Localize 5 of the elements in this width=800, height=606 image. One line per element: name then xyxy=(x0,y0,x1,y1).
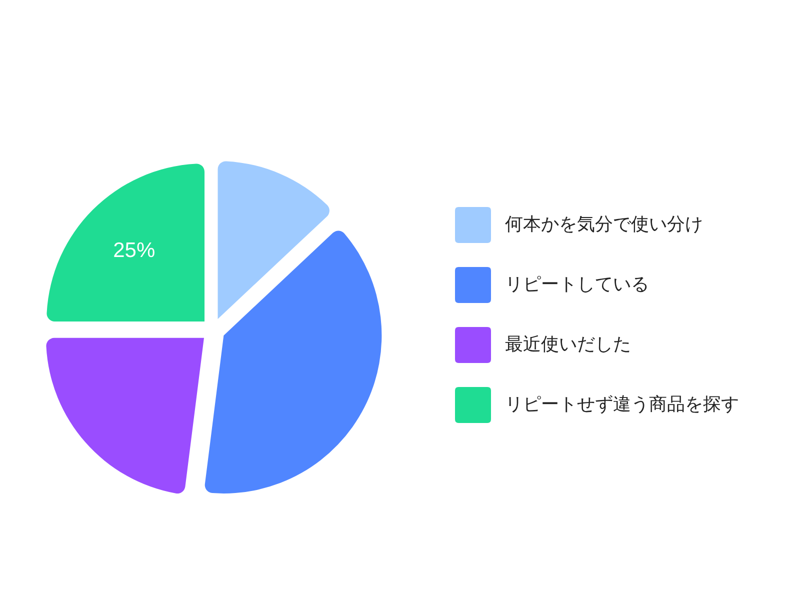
legend-label: 何本かを気分で使い分け xyxy=(505,214,703,235)
legend-label: 最近使いだした xyxy=(505,334,631,355)
legend-label: リピートせず違う商品を探す xyxy=(505,394,739,415)
legend-label: リピートしている xyxy=(505,274,649,295)
data-label: 25% xyxy=(113,239,156,262)
